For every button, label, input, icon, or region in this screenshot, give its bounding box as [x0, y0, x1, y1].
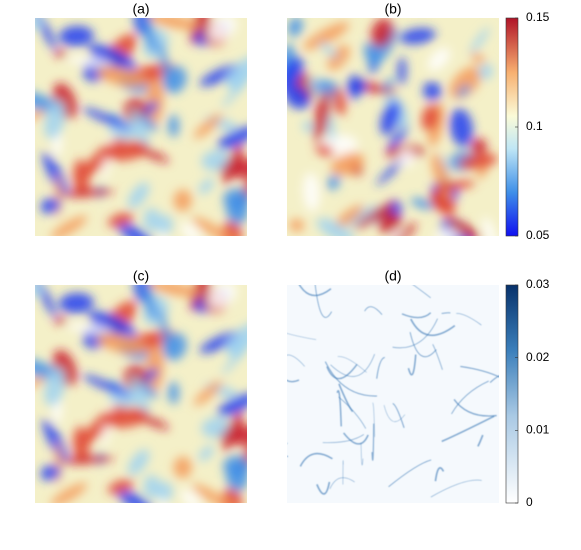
colorbars: 0.05 0.1 0.15 0 0.01 0.02 0.03: [506, 10, 550, 509]
filament: [255, 443, 287, 455]
colorbar: [506, 285, 518, 503]
field-image: [245, 267, 525, 503]
colorbar-tick-label: 0.05: [526, 228, 550, 242]
field-image: [273, 15, 499, 252]
filament: [245, 454, 288, 470]
field-bg: [287, 285, 499, 503]
panel-label: (b): [384, 1, 401, 17]
panel-label: (a): [132, 1, 149, 17]
panel-label: (d): [384, 268, 401, 284]
colorbar-tick-label: 0: [526, 495, 533, 509]
panel-label: (c): [133, 268, 149, 284]
panels: (a) (b) (c) (d): [11, 0, 525, 521]
colorbar-tick-label: 0.02: [526, 350, 550, 364]
field-image: [11, 0, 271, 254]
colorbar-tick-label: 0.01: [526, 423, 550, 437]
field-image: [11, 265, 271, 521]
colorbar-tick-label: 0.15: [526, 10, 550, 24]
colorbar-tick-label: 0.1: [526, 119, 543, 133]
colorbar-tick-label: 0.03: [526, 277, 550, 291]
